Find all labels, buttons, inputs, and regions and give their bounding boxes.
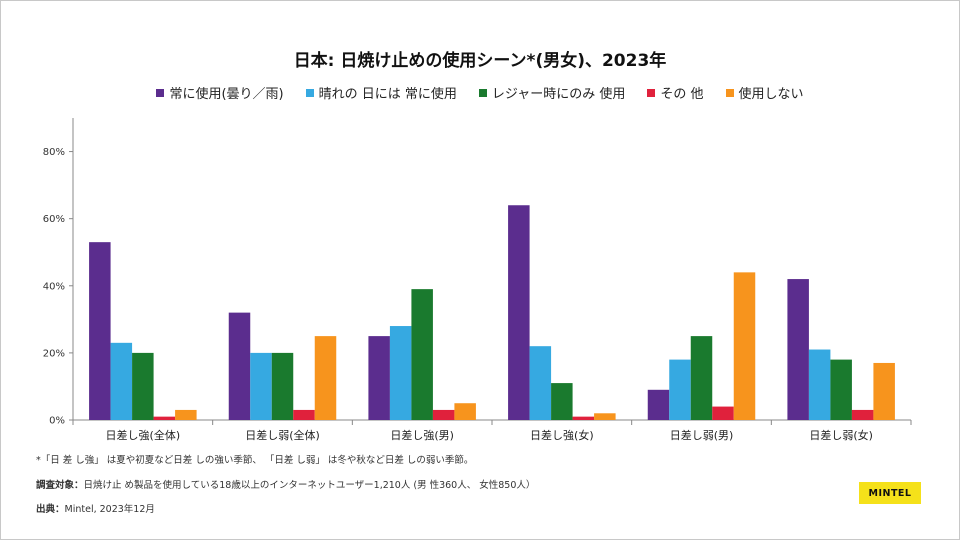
x-category-label: 日差し弱(男)	[670, 428, 734, 442]
sample-note: 調査対象：日焼け止 め製品を使用している18歳以上のインターネットユーザー1,2…	[36, 479, 836, 491]
x-category-label: 日差し強(女)	[530, 428, 594, 442]
mintel-logo: MINTEL	[859, 482, 921, 504]
bar	[529, 346, 552, 420]
bar	[250, 352, 272, 420]
source-label: 出典：	[36, 504, 65, 515]
bar	[314, 336, 337, 420]
bar	[411, 289, 433, 420]
bar	[389, 326, 412, 420]
x-category-label: 日差し強(男)	[390, 428, 454, 442]
x-category-label: 日差し強(全体)	[106, 428, 181, 442]
y-tick-label: 80%	[43, 147, 65, 158]
legend-label: レジャー時にのみ 使用	[491, 87, 626, 102]
legend-label: 晴れの 日には 常に使用	[318, 87, 457, 102]
bar	[153, 416, 176, 420]
bar	[89, 242, 111, 420]
bar	[110, 342, 133, 420]
bar	[830, 359, 852, 420]
legend-item-4: 使用しない	[725, 83, 804, 102]
bar	[132, 352, 154, 420]
bar	[594, 413, 616, 420]
bar	[432, 409, 455, 420]
y-tick-label: 40%	[43, 281, 65, 292]
source-text: Mintel, 2023年12月	[64, 504, 155, 515]
bar	[690, 336, 713, 420]
sample-label: 調査対象：	[36, 479, 84, 491]
legend-item-1: 晴れの 日には 常に使用	[305, 83, 457, 102]
bar	[733, 272, 756, 420]
bar	[293, 409, 315, 420]
y-tick-label: 20%	[43, 348, 65, 359]
bar	[368, 336, 390, 420]
chart-title: 日本: 日焼け止めの使用シーン*(男女)、2023年	[293, 51, 667, 71]
bar	[271, 352, 294, 420]
chart-legend: 常に使用(曇り／雨) 晴れの 日には 常に使用 レジャー時にのみ 使用 その 他 使用し…	[0, 83, 960, 102]
legend-item-3: その 他	[647, 83, 704, 102]
bar	[808, 349, 831, 420]
bar	[712, 406, 734, 420]
legend-label: その 他	[660, 87, 704, 102]
y-tick-label: 60%	[43, 214, 65, 225]
chart-notes: *「日 差 し強」 は夏や初夏など日差 しの強い季節、 「日差 し弱」 は冬や秋…	[36, 456, 836, 530]
legend-swatch	[478, 88, 487, 97]
bar	[551, 383, 573, 420]
bar	[669, 359, 691, 420]
legend-item-2: レジャー時にのみ 使用	[478, 83, 626, 102]
legend-swatch	[647, 88, 656, 97]
bar	[873, 362, 895, 420]
bar	[851, 409, 874, 420]
legend-swatch	[725, 88, 734, 97]
x-category-label: 日差し弱(女)	[809, 428, 873, 442]
sample-text: 日焼け止 め製品を使用している18歳以上のインターネットユーザー1,210人 (…	[83, 479, 536, 491]
bar	[572, 416, 595, 420]
source-note: 出典：Mintel, 2023年12月	[36, 505, 836, 515]
legend-swatch	[305, 88, 314, 97]
bar	[228, 312, 251, 420]
y-tick-label: 0%	[49, 416, 65, 427]
footnote: *「日 差 し強」 は夏や初夏など日差 しの強い季節、 「日差 し弱」 は冬や秋…	[36, 455, 474, 466]
bar	[647, 389, 670, 420]
bar	[175, 409, 197, 420]
legend-item-0: 常に使用(曇り／雨)	[156, 83, 284, 102]
legend-label: 常に使用(曇り／雨)	[169, 87, 284, 102]
bar	[508, 205, 530, 420]
bar	[787, 279, 809, 420]
legend-label: 使用しない	[738, 87, 804, 102]
legend-swatch	[156, 88, 165, 97]
bar	[454, 403, 476, 420]
x-category-label: 日差し弱(全体)	[245, 428, 320, 442]
